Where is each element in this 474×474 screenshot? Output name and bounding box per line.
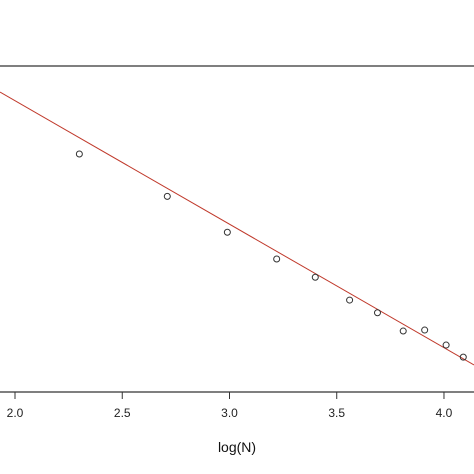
data-point bbox=[346, 296, 354, 304]
x-axis-title: log(N) bbox=[218, 439, 256, 455]
x-tick-label: 3.0 bbox=[221, 406, 238, 420]
data-point bbox=[223, 228, 231, 236]
data-point bbox=[163, 192, 171, 200]
data-point bbox=[421, 326, 429, 334]
x-tick-label: 4.0 bbox=[436, 406, 453, 420]
data-point bbox=[373, 309, 381, 317]
x-axis-ticks: 2.0 2.5 3.0 3.5 4.0 bbox=[7, 392, 453, 420]
data-point bbox=[459, 353, 467, 361]
data-point bbox=[273, 255, 281, 263]
data-point bbox=[442, 341, 450, 349]
x-tick-label: 3.5 bbox=[328, 406, 345, 420]
data-point bbox=[75, 150, 83, 158]
data-points bbox=[75, 150, 467, 361]
data-point bbox=[311, 273, 319, 281]
data-point bbox=[399, 327, 407, 335]
fit-line bbox=[0, 91, 474, 366]
x-tick-label: 2.0 bbox=[7, 406, 24, 420]
x-tick-label: 2.5 bbox=[114, 406, 131, 420]
